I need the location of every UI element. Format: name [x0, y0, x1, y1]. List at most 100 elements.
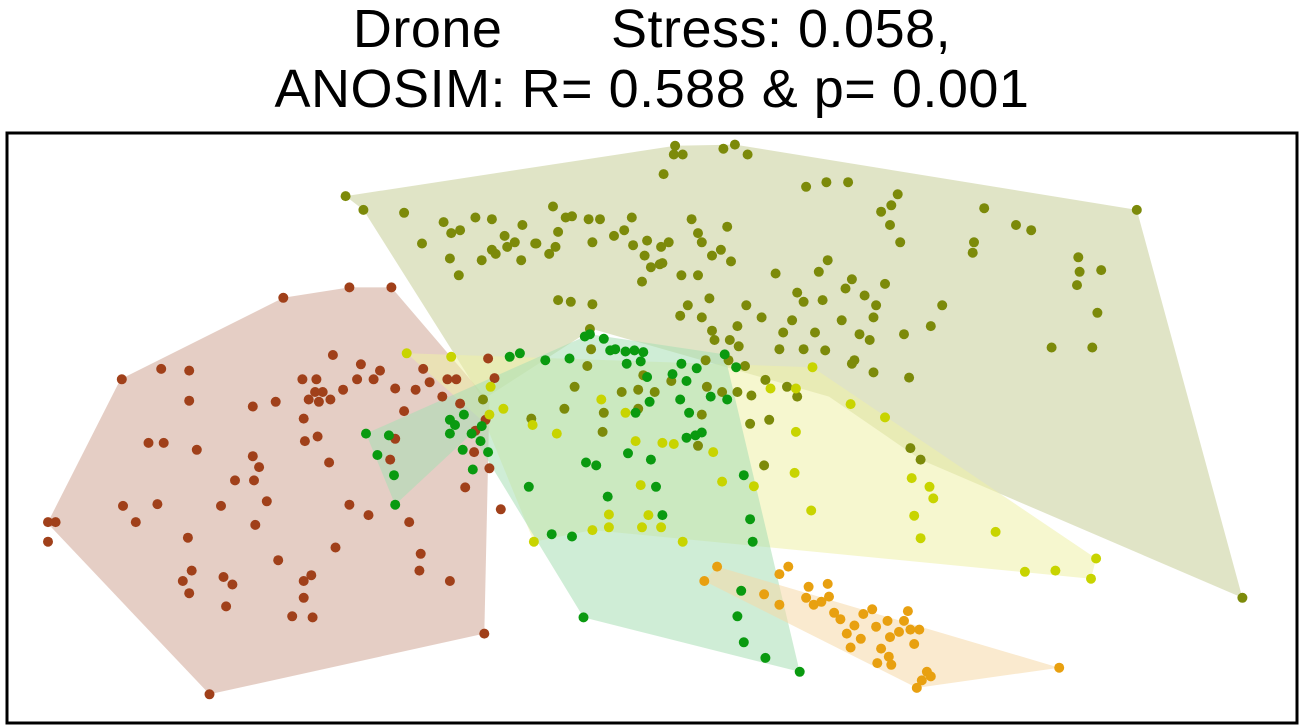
group-2-point: [885, 220, 895, 230]
group-2-point: [846, 274, 857, 285]
group-2-point: [700, 355, 711, 366]
group-4-point: [620, 346, 631, 357]
group-3-point: [928, 493, 939, 504]
group-2-point: [871, 300, 882, 311]
group-1-point: [344, 499, 355, 510]
group-4-point: [629, 345, 640, 356]
group-2-point: [633, 384, 644, 395]
group-4-point: [578, 612, 589, 623]
group-3-point: [990, 526, 1001, 537]
group-5-point: [858, 609, 869, 619]
group-4-point: [444, 428, 455, 439]
group-4-point: [644, 396, 655, 407]
group-1-point: [261, 496, 272, 507]
group-2-point: [817, 295, 828, 306]
group-1-point: [118, 500, 128, 511]
group-3-point: [906, 473, 917, 484]
group-2-point: [895, 237, 906, 248]
group-2-point: [742, 149, 753, 160]
group-1-point: [182, 532, 193, 543]
group-3-point: [657, 437, 668, 448]
group-2-point: [801, 181, 812, 192]
group-5-point: [801, 592, 812, 603]
group-1-point: [344, 282, 355, 293]
group-2-point: [880, 278, 890, 289]
chart-title-line-1: Drone Stress: 0.058,: [352, 0, 952, 59]
group-3-point: [1019, 566, 1030, 577]
group-1-point: [404, 517, 415, 528]
group-4-point: [747, 536, 758, 547]
group-4-point: [467, 464, 478, 475]
group-2-point: [565, 296, 576, 307]
group-2-point: [693, 270, 703, 281]
group-4-point: [635, 356, 646, 367]
group-2-point: [670, 140, 681, 151]
group-1-point: [287, 611, 298, 622]
group-1-point: [313, 396, 324, 407]
group-1-point: [327, 350, 338, 360]
group-4-point: [450, 420, 460, 430]
group-1-point: [177, 576, 188, 586]
group-2-point: [696, 409, 707, 420]
group-5-point: [914, 624, 925, 635]
group-4-point: [504, 351, 515, 362]
group-3-point: [790, 383, 801, 394]
group-5-hull: [704, 566, 1060, 688]
group-2-point: [582, 361, 593, 371]
group-3-point: [708, 447, 719, 458]
group-2-point: [444, 253, 455, 264]
group-4-point: [610, 344, 621, 355]
group-2-point: [587, 237, 598, 248]
group-1-point: [483, 353, 494, 364]
group-2-point: [969, 237, 979, 248]
group-1-point: [184, 588, 195, 599]
group-5-point: [829, 607, 840, 618]
group-2-point: [740, 361, 750, 371]
group-5-point: [867, 604, 878, 615]
group-1-hull: [48, 287, 490, 695]
group-5-point: [774, 569, 785, 580]
group-2-point: [619, 225, 630, 236]
group-2-point: [649, 387, 660, 397]
group-2-point: [642, 235, 653, 246]
group-2-point: [733, 341, 744, 352]
group-3-point: [845, 399, 856, 410]
group-4-point: [667, 369, 678, 380]
group-2-point: [1096, 265, 1107, 276]
group-5-point: [824, 591, 834, 602]
group-4-point: [645, 454, 656, 465]
group-1-point: [130, 517, 141, 528]
group-2-point: [864, 335, 875, 345]
group-1-point: [455, 398, 466, 409]
group-4-point: [696, 427, 707, 438]
group-2-point: [886, 200, 897, 211]
group-2-point: [628, 240, 639, 251]
group-2-point: [715, 244, 726, 255]
group-2-point: [587, 299, 598, 310]
group-2-point: [760, 374, 771, 385]
group-4-point: [738, 637, 749, 648]
group-2-point: [658, 169, 669, 180]
group-5-point: [774, 599, 785, 610]
group-2-point: [732, 321, 743, 332]
group-4-point: [719, 349, 730, 360]
group-1-point: [298, 576, 309, 586]
group-1-point: [307, 612, 318, 623]
group-3-point: [1050, 565, 1061, 576]
group-5-point: [783, 561, 794, 572]
group-1-point: [186, 565, 197, 576]
group-1-point: [297, 374, 308, 385]
group-4-point: [681, 376, 692, 386]
group-2-point: [417, 238, 427, 249]
chart-title-line-2: ANOSIM: R= 0.588 & p= 0.001: [274, 59, 1030, 119]
group-2-point: [567, 211, 577, 222]
group-2-point: [358, 204, 369, 215]
group-2-point: [693, 440, 703, 451]
group-5-point: [902, 606, 913, 617]
group-5-point: [871, 621, 882, 632]
group-4-point: [738, 470, 749, 481]
group-2-point: [746, 390, 757, 401]
group-4-point: [675, 394, 686, 405]
group-4-point: [745, 514, 756, 525]
group-4-point: [458, 409, 469, 420]
